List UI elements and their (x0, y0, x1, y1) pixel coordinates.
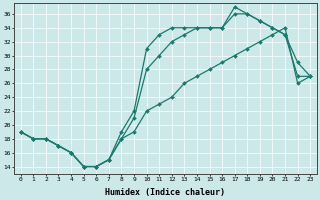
X-axis label: Humidex (Indice chaleur): Humidex (Indice chaleur) (106, 188, 226, 197)
